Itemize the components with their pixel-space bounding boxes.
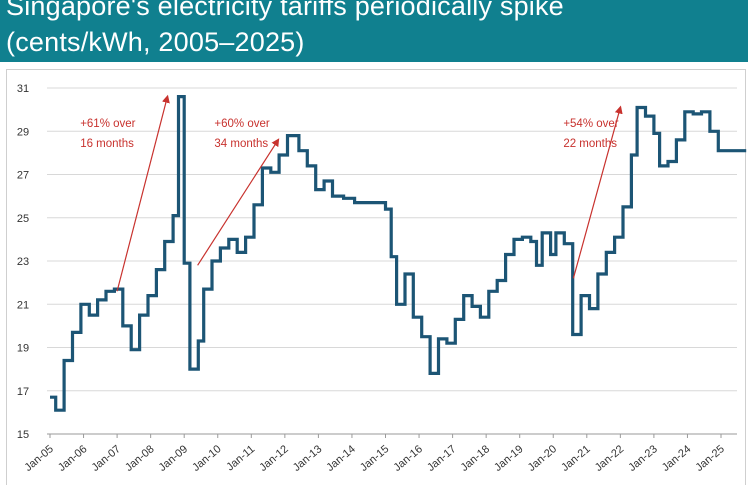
y-tick-label: 15: [17, 429, 29, 441]
annotation-arrow: [116, 94, 170, 292]
chart-header: Singapore's electricity tariffs periodic…: [0, 0, 748, 62]
chart-frame: [6, 69, 746, 485]
annotation-arrow: [197, 138, 280, 266]
annotation-text: 16 months: [80, 138, 134, 150]
annotation-text: 22 months: [563, 138, 617, 150]
x-tick-label: Jan-06: [56, 443, 89, 474]
x-tick-label: Jan-05: [22, 443, 55, 474]
x-tick-label: Jan-18: [459, 443, 492, 474]
x-tick-label: Jan-17: [425, 443, 458, 474]
y-tick-label: 31: [17, 83, 29, 95]
y-tick-label: 21: [17, 299, 29, 311]
x-tick-label: Jan-24: [660, 443, 693, 474]
x-tick-label: Jan-15: [358, 443, 391, 474]
x-tick-label: Jan-25: [693, 443, 726, 474]
x-tick-label: Jan-10: [190, 443, 223, 474]
y-tick-label: 17: [17, 386, 29, 398]
chart-title: Singapore's electricity tariffs periodic…: [6, 0, 564, 21]
x-tick-label: Jan-22: [593, 443, 626, 474]
annotation-text: +54% over: [563, 118, 618, 130]
y-tick-label: 23: [17, 256, 29, 268]
x-tick-label: Jan-11: [224, 443, 257, 473]
x-tick-label: Jan-23: [626, 443, 659, 474]
x-tick-label: Jan-08: [123, 443, 156, 474]
annotation-text: 34 months: [214, 138, 268, 150]
x-tick-label: Jan-07: [90, 443, 123, 474]
y-tick-label: 27: [17, 170, 29, 182]
x-tick-label: Jan-09: [157, 443, 190, 474]
x-tick-label: Jan-12: [257, 443, 290, 474]
annotation-text: +60% over: [214, 118, 269, 130]
y-tick-label: 29: [17, 126, 29, 138]
x-tick-label: Jan-14: [324, 443, 357, 474]
y-tick-label: 19: [17, 343, 29, 355]
x-tick-label: Jan-21: [559, 443, 592, 474]
x-tick-label: Jan-19: [492, 443, 525, 474]
x-tick-label: Jan-20: [526, 443, 559, 474]
tariff-series-line: [50, 95, 747, 412]
x-tick-label: Jan-13: [291, 443, 324, 474]
annotation-arrow: [572, 105, 623, 279]
y-tick-label: 25: [17, 213, 29, 225]
x-tick-label: Jan-16: [391, 443, 424, 474]
annotation-text: +61% over: [80, 118, 135, 130]
chart-subtitle: (cents/kWh, 2005–2025): [6, 27, 305, 57]
